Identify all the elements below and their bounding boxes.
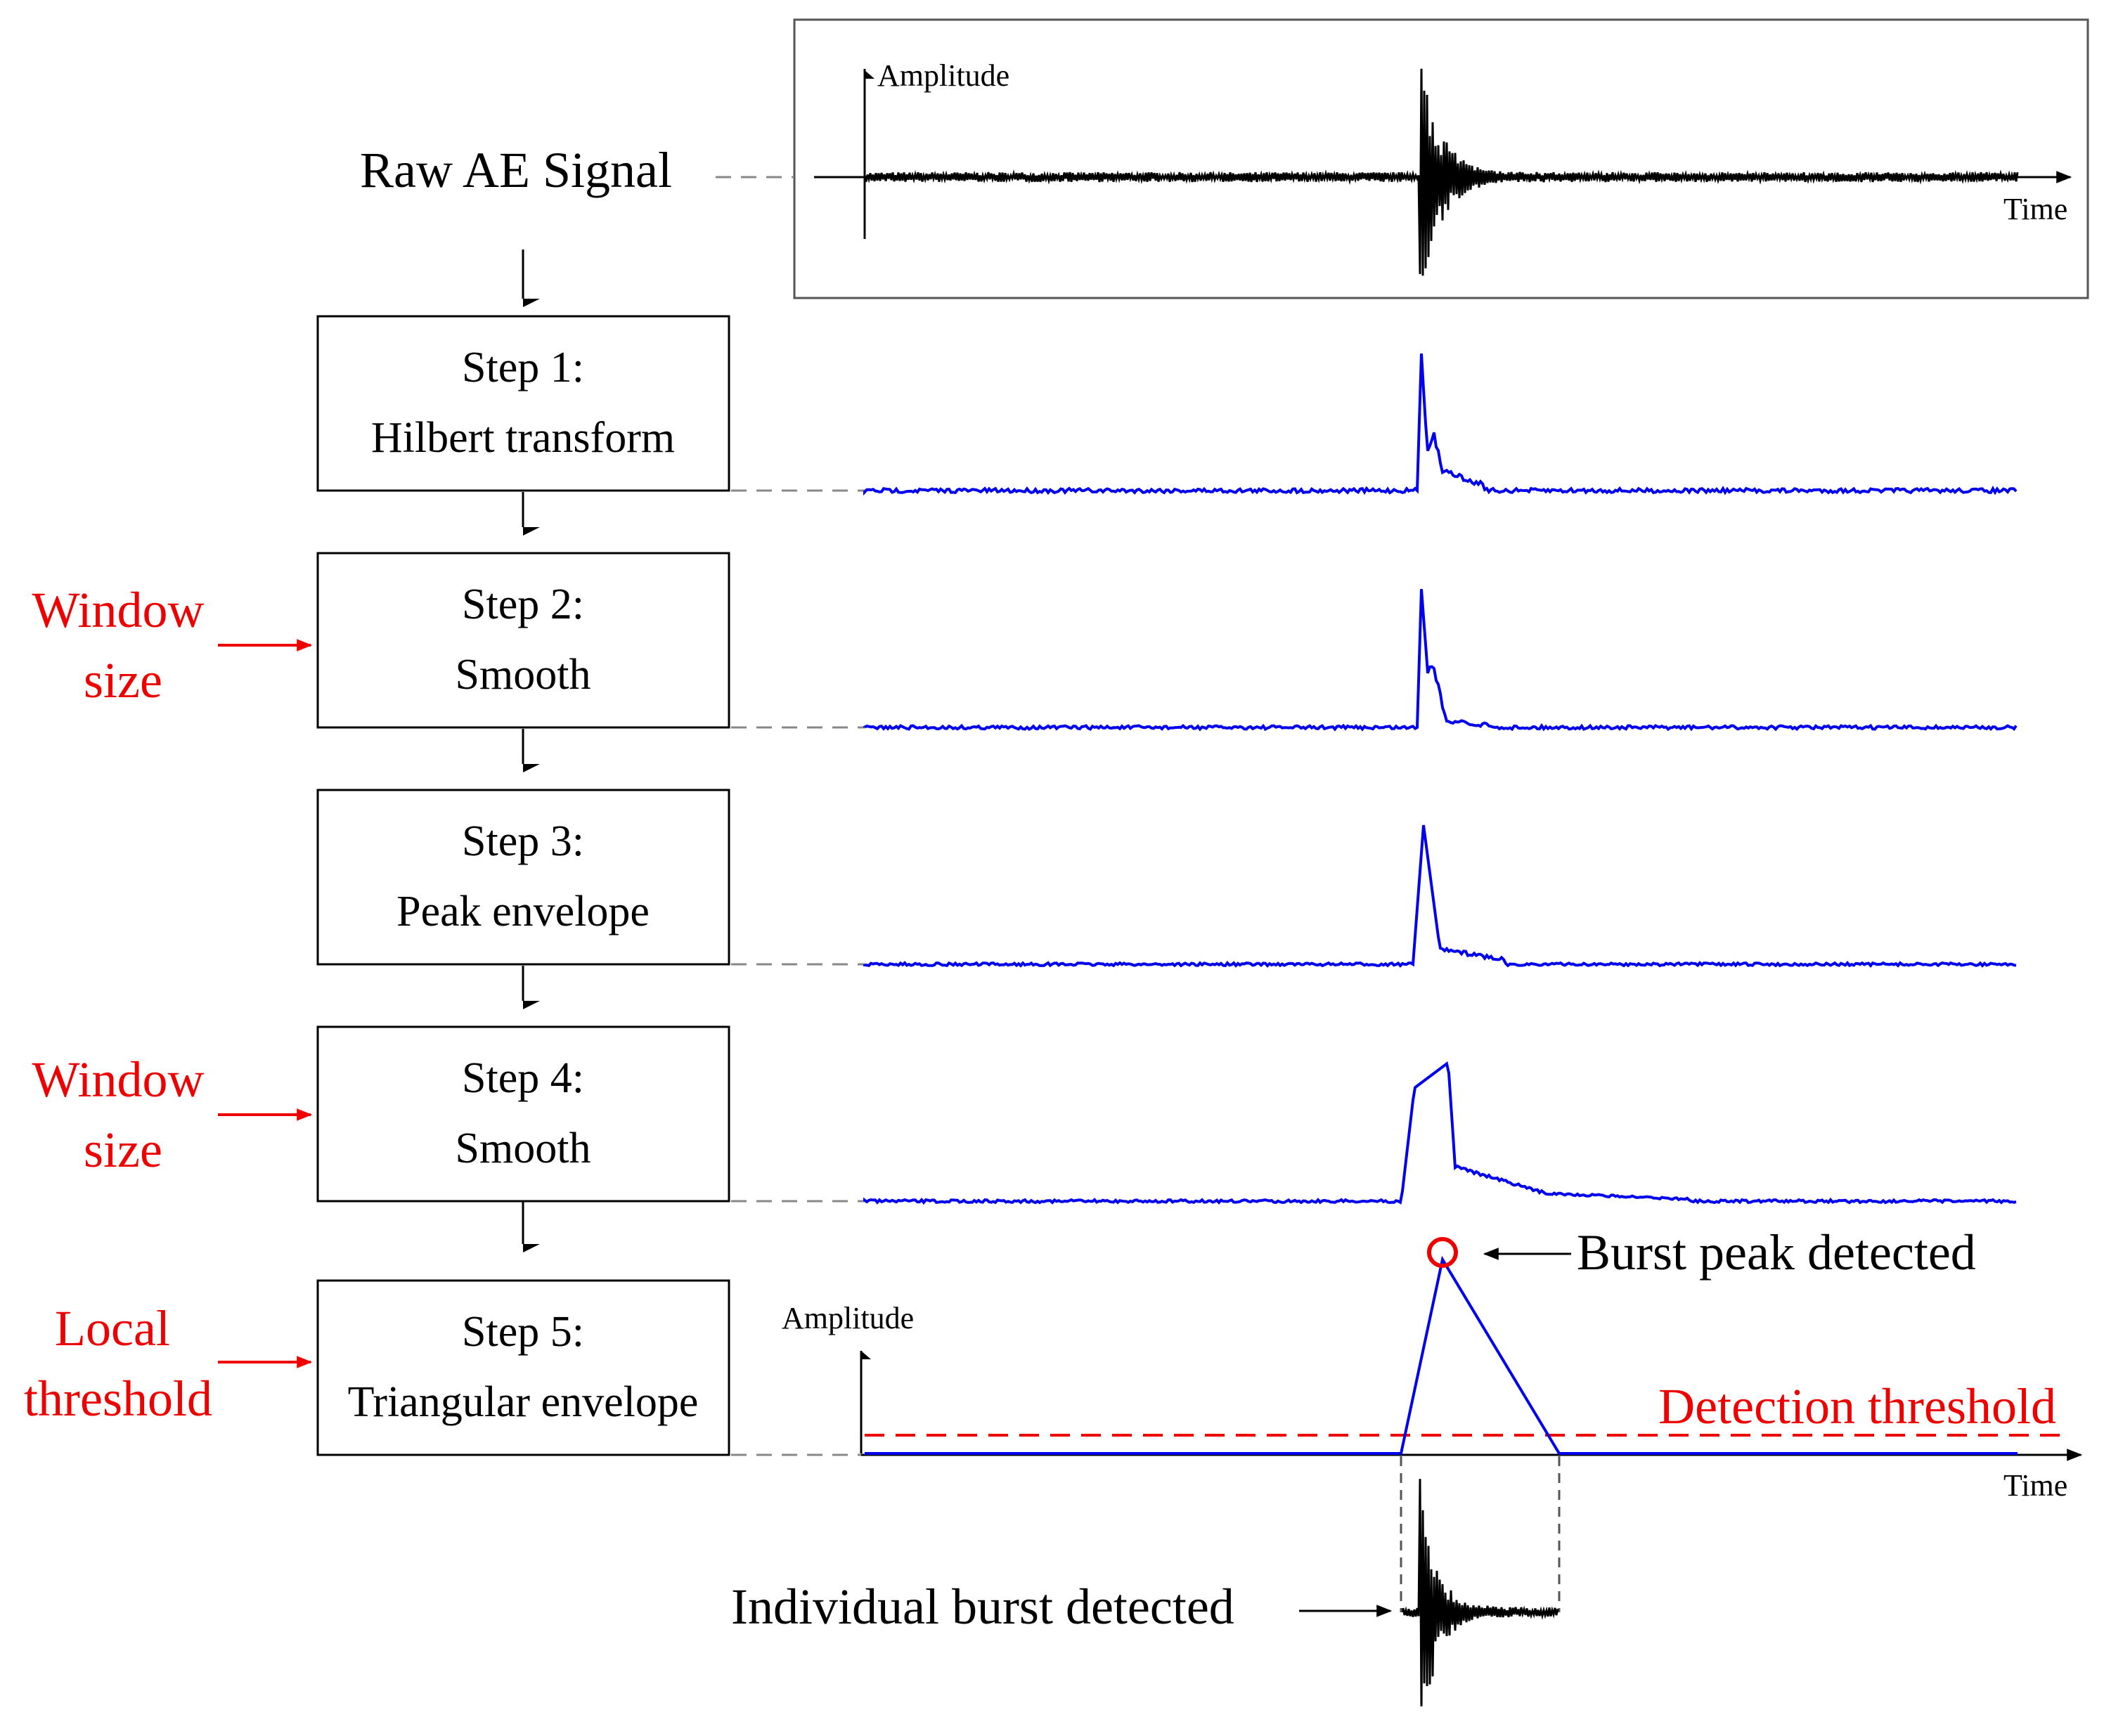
triangular-envelope: [865, 1255, 2018, 1455]
raw-signal-waveform: [863, 68, 2019, 276]
step4-param-line1: Window: [32, 1051, 204, 1108]
raw-y-axis-label: Amplitude: [877, 58, 1009, 93]
final-y-axis-flag: [861, 1351, 871, 1359]
raw-y-axis-flag: [865, 70, 874, 79]
step2-signal: [863, 589, 2018, 732]
step2-box: [316, 552, 730, 729]
step4-title: Step 4:: [462, 1054, 584, 1102]
step5-param-line1: Local: [55, 1300, 170, 1356]
step3-name: Peak envelope: [396, 888, 650, 935]
step2-title: Step 2:: [462, 581, 584, 628]
step5-name: Triangular envelope: [348, 1378, 699, 1426]
step5-title: Step 5:: [462, 1308, 584, 1356]
raw-x-axis-label: Time: [2003, 192, 2067, 226]
burst-peak-marker: [1427, 1237, 1458, 1268]
individual-burst-label: Individual burst detected: [731, 1579, 1234, 1635]
step5-box: [316, 1279, 730, 1456]
step1-signal: [863, 353, 2018, 496]
raw-signal-label: Raw AE Signal: [360, 142, 672, 198]
raw-signal-panel: [793, 18, 2089, 299]
final-x-axis-label: Time: [2003, 1468, 2067, 1503]
final-y-axis-label: Amplitude: [782, 1301, 914, 1335]
step4-param-line2: size: [84, 1122, 162, 1178]
step4-signal: [863, 1061, 2017, 1205]
burst-peak-label: Burst peak detected: [1577, 1224, 1976, 1281]
step2-param-line1: Window: [32, 582, 204, 638]
detection-threshold-label: Detection threshold: [1658, 1378, 2056, 1434]
individual-burst-waveform: [1402, 1479, 1559, 1706]
step1-name: Hilbert transform: [371, 414, 675, 462]
step2-param-line2: size: [84, 652, 162, 708]
flow-arrows: [522, 250, 540, 1252]
step1-title: Step 1:: [462, 344, 584, 391]
step1-box: [316, 315, 730, 492]
step4-name: Smooth: [456, 1125, 591, 1172]
step4-box: [316, 1025, 730, 1203]
step3-signal: [863, 824, 2017, 968]
step3-box: [316, 789, 730, 966]
step5-param-line2: threshold: [24, 1371, 212, 1427]
step2-name: Smooth: [456, 651, 591, 699]
step3-title: Step 3:: [462, 817, 584, 865]
